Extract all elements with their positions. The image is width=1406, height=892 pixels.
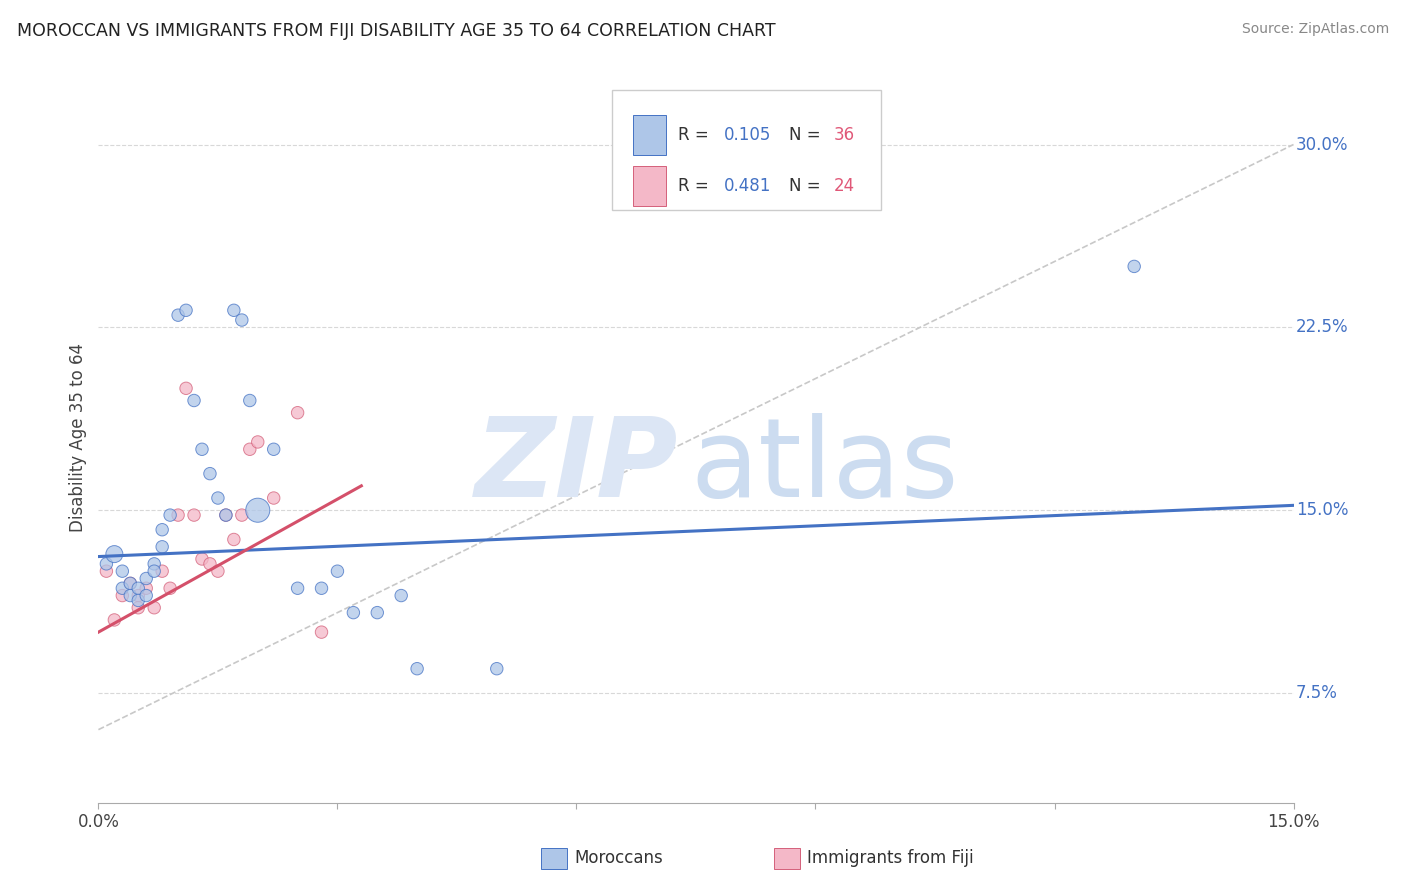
- Point: [167, 508, 190, 522]
- Bar: [633, 166, 666, 206]
- Point: [167, 308, 190, 322]
- Point: [207, 491, 229, 505]
- Point: [127, 593, 149, 607]
- Point: [215, 508, 238, 522]
- Point: [96, 564, 118, 578]
- Point: [239, 442, 262, 457]
- Point: [485, 662, 508, 676]
- Text: Source: ZipAtlas.com: Source: ZipAtlas.com: [1241, 22, 1389, 37]
- Point: [342, 606, 364, 620]
- Point: [191, 552, 214, 566]
- Text: N =: N =: [789, 126, 827, 144]
- Point: [174, 381, 197, 395]
- Point: [287, 406, 309, 420]
- Point: [311, 581, 333, 595]
- Point: [135, 589, 157, 603]
- Point: [150, 540, 173, 554]
- Text: 30.0%: 30.0%: [1296, 136, 1348, 153]
- FancyBboxPatch shape: [613, 90, 882, 211]
- Point: [231, 508, 253, 522]
- Point: [222, 533, 245, 547]
- Point: [246, 503, 269, 517]
- Text: 22.5%: 22.5%: [1296, 318, 1348, 336]
- Point: [263, 491, 285, 505]
- Point: [143, 557, 166, 571]
- Point: [215, 508, 238, 522]
- Text: 0.105: 0.105: [724, 126, 770, 144]
- Point: [326, 564, 349, 578]
- Text: atlas: atlas: [690, 413, 959, 520]
- Text: Moroccans: Moroccans: [574, 849, 662, 867]
- Point: [103, 547, 125, 561]
- Point: [198, 557, 221, 571]
- Point: [150, 523, 173, 537]
- Point: [135, 581, 157, 595]
- Point: [239, 393, 262, 408]
- Point: [159, 508, 181, 522]
- Point: [111, 581, 134, 595]
- Bar: [773, 848, 800, 869]
- Point: [246, 434, 269, 449]
- Text: 24: 24: [834, 177, 855, 194]
- Point: [111, 564, 134, 578]
- Point: [366, 606, 388, 620]
- Point: [183, 393, 205, 408]
- Point: [222, 303, 245, 318]
- Point: [287, 581, 309, 595]
- Point: [174, 303, 197, 318]
- Point: [96, 557, 118, 571]
- Point: [135, 572, 157, 586]
- Point: [263, 442, 285, 457]
- Point: [159, 581, 181, 595]
- Y-axis label: Disability Age 35 to 64: Disability Age 35 to 64: [69, 343, 87, 532]
- Text: N =: N =: [789, 177, 827, 194]
- Point: [127, 581, 149, 595]
- Point: [143, 600, 166, 615]
- Point: [120, 589, 142, 603]
- Point: [183, 508, 205, 522]
- Point: [143, 564, 166, 578]
- Point: [389, 589, 412, 603]
- Point: [1123, 260, 1146, 274]
- Point: [198, 467, 221, 481]
- Text: 36: 36: [834, 126, 855, 144]
- Text: ZIP: ZIP: [475, 413, 678, 520]
- Point: [150, 564, 173, 578]
- Text: 7.5%: 7.5%: [1296, 684, 1337, 702]
- Point: [120, 576, 142, 591]
- Point: [127, 589, 149, 603]
- Text: 15.0%: 15.0%: [1296, 501, 1348, 519]
- Bar: [633, 115, 666, 155]
- Point: [406, 662, 429, 676]
- Point: [207, 564, 229, 578]
- Text: R =: R =: [678, 126, 714, 144]
- Text: Immigrants from Fiji: Immigrants from Fiji: [807, 849, 974, 867]
- Text: R =: R =: [678, 177, 714, 194]
- Point: [127, 600, 149, 615]
- Point: [120, 576, 142, 591]
- Point: [311, 625, 333, 640]
- Point: [111, 589, 134, 603]
- Point: [191, 442, 214, 457]
- Point: [103, 613, 125, 627]
- Text: MOROCCAN VS IMMIGRANTS FROM FIJI DISABILITY AGE 35 TO 64 CORRELATION CHART: MOROCCAN VS IMMIGRANTS FROM FIJI DISABIL…: [17, 22, 776, 40]
- Bar: [541, 848, 567, 869]
- Text: 0.481: 0.481: [724, 177, 770, 194]
- Point: [231, 313, 253, 327]
